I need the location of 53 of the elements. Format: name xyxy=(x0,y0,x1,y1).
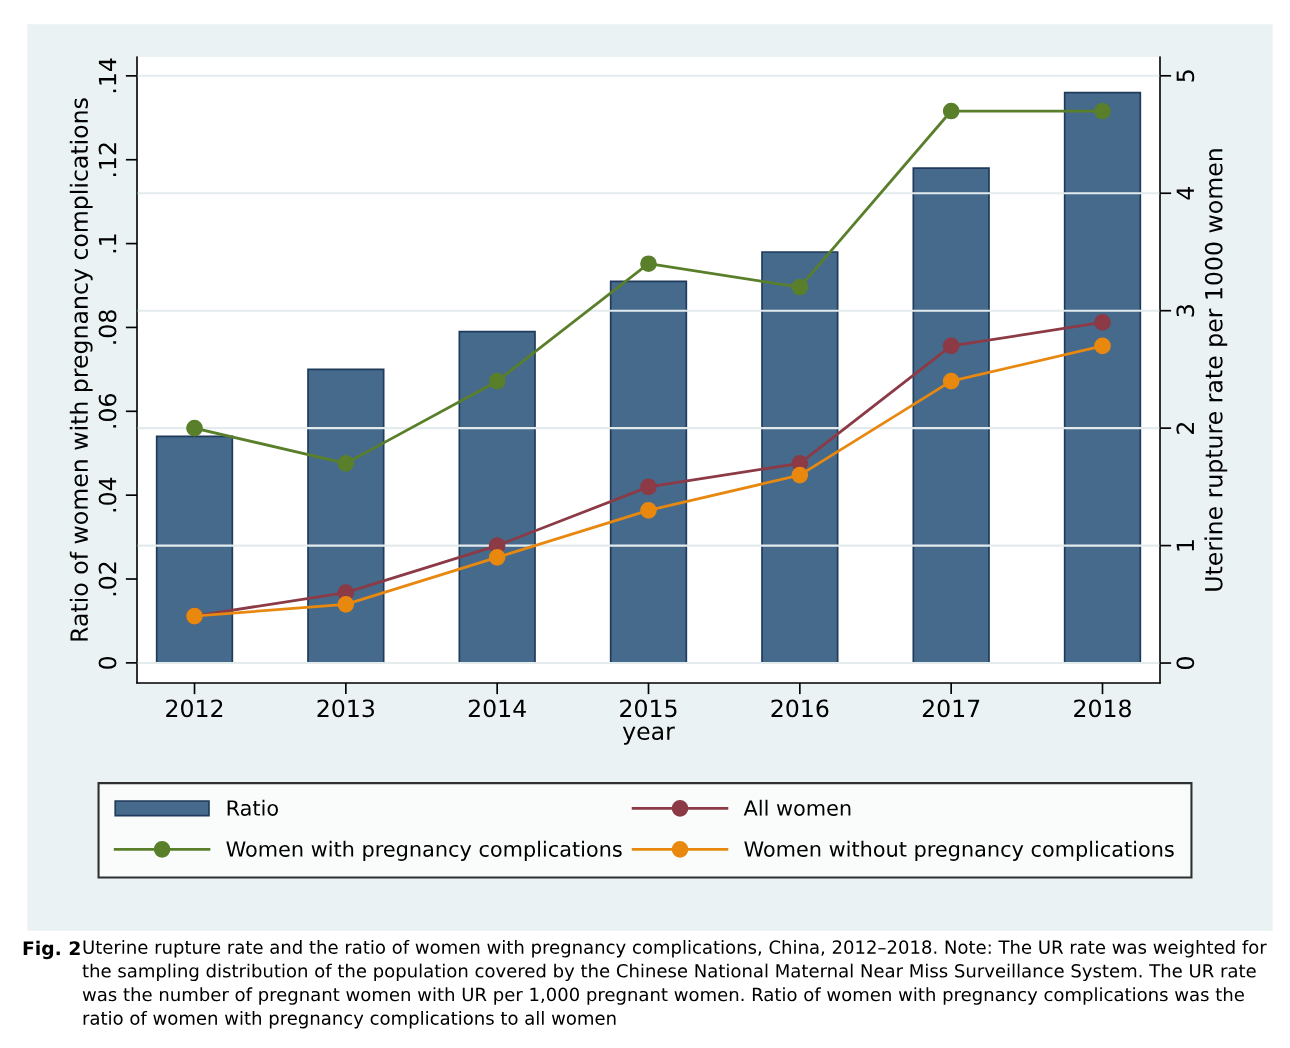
point xyxy=(186,419,203,437)
y-tick-label: .1 xyxy=(98,234,117,253)
point xyxy=(1094,314,1111,331)
point xyxy=(337,455,355,472)
bar xyxy=(609,280,688,664)
x-tick-label: 2012 xyxy=(166,699,223,718)
y2-tick-label: 2 xyxy=(1176,422,1194,434)
legend-label: Ratio xyxy=(227,799,278,816)
bar xyxy=(761,251,839,664)
y2-tick-label: 3 xyxy=(1176,305,1195,317)
bar xyxy=(458,330,536,664)
y2-tick-label: 5 xyxy=(1176,70,1195,82)
y-tick-label: .08 xyxy=(98,310,117,344)
point xyxy=(488,372,506,390)
y2-tick-label: 1 xyxy=(1176,540,1194,551)
legend-label: All women xyxy=(743,799,851,816)
x-tick-label: 2017 xyxy=(922,699,980,718)
point xyxy=(640,478,657,496)
y2-tick-label: 4 xyxy=(1176,187,1194,200)
x-tick-label: 2013 xyxy=(317,699,374,718)
point xyxy=(942,372,960,390)
y-tick-label: .14 xyxy=(98,58,117,93)
x-tick-label: 2015 xyxy=(620,699,677,718)
bar xyxy=(307,368,385,664)
point xyxy=(942,337,960,355)
point xyxy=(1094,337,1111,355)
y-tick-label: .04 xyxy=(98,477,117,512)
x-tick-label: 2018 xyxy=(1074,699,1131,718)
legend-label: Women with pregnancy complications xyxy=(226,840,622,861)
y-tick-label: 0 xyxy=(98,656,117,669)
legend-label: Women without pregnancy complications xyxy=(744,840,1174,861)
point xyxy=(791,466,809,484)
x-tick-label: 2014 xyxy=(468,699,526,718)
x-tick-label: 2016 xyxy=(771,699,829,718)
y2-tick-label: 0 xyxy=(1176,657,1195,669)
point xyxy=(337,595,355,613)
text: Uterine rupture rate and the ratio of women with pregnancy complications, China, 2012–2018. Note: The UR rate was weighted for the sampling distribution of the population covered by the Chinese National Maternal Near Miss Surveillance System. The UR rate was the number of pregnant women with UR per 1,000 pregnant women. Ratio of women with pregnancy complications was the ratio of women with pregnancy complications to all women xyxy=(82,940,1267,1029)
caption: Fig. 2 xyxy=(23,940,80,960)
y-tick-label: .02 xyxy=(98,562,117,596)
point xyxy=(791,278,809,296)
bar xyxy=(1063,91,1142,664)
y2-axis-title: Uterine rupture rate per 1000 women xyxy=(1204,149,1228,591)
point xyxy=(942,102,960,120)
y-tick-label: .06 xyxy=(98,394,117,428)
point xyxy=(488,548,506,566)
point xyxy=(1094,102,1111,120)
x-axis-title: year xyxy=(622,726,675,745)
point xyxy=(640,255,657,273)
y-tick-label: .12 xyxy=(98,143,117,176)
bar xyxy=(912,167,990,664)
y-axis-title: Ratio of women with pregnancy complications xyxy=(69,98,93,641)
point xyxy=(640,502,657,519)
bar xyxy=(155,435,234,664)
